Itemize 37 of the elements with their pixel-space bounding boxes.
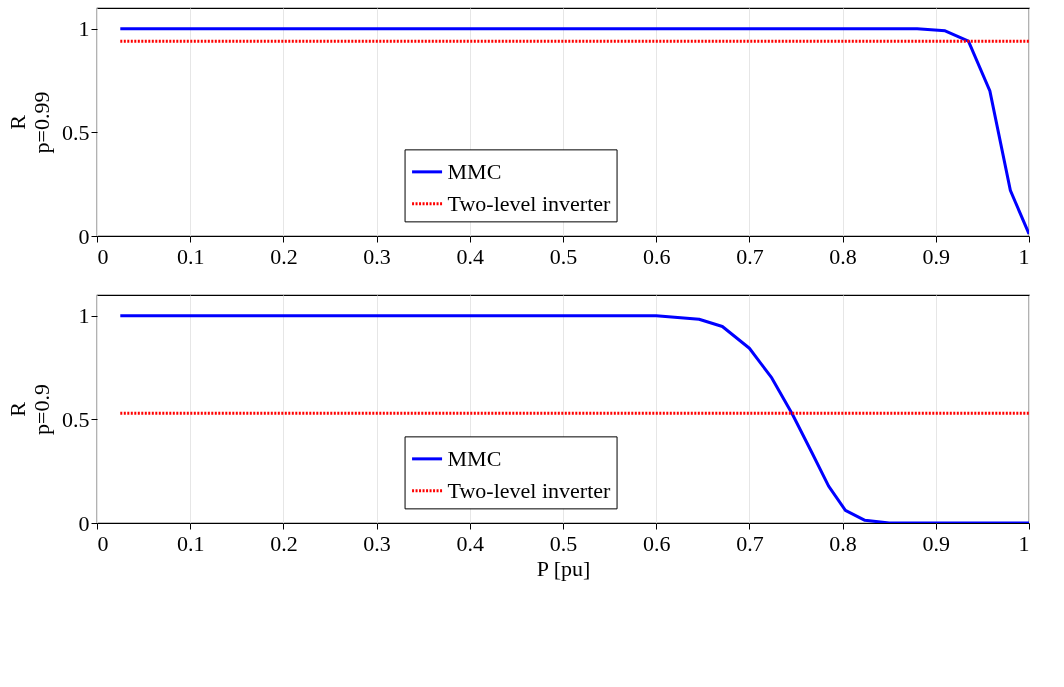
x-axis-title: P [pu] <box>536 555 591 581</box>
legend-label: Two-level inverter <box>447 477 612 503</box>
legend-label: MMC <box>447 158 502 184</box>
x-tick-label: 0.8 <box>829 243 857 269</box>
x-tick-label: 0 <box>97 530 109 556</box>
x-tick-label: 0.9 <box>922 530 951 556</box>
x-tick-label: 0.4 <box>456 243 485 269</box>
x-tick-label: 0.3 <box>363 530 391 556</box>
x-tick-label: 0 <box>97 243 109 269</box>
x-tick-label: 0.3 <box>363 243 391 269</box>
x-tick-label: 0.4 <box>456 530 485 556</box>
y-tick-label: 0 <box>78 223 90 249</box>
x-tick-label: 0.6 <box>642 243 671 269</box>
x-tick-label: 1 <box>1018 243 1030 269</box>
legend-label: MMC <box>447 445 502 471</box>
line-series <box>118 27 1029 236</box>
x-tick-label: 0.5 <box>549 530 578 556</box>
x-tick-label: 0.1 <box>176 243 205 269</box>
x-tick-label: 0.7 <box>736 243 764 269</box>
line-series <box>118 314 1029 523</box>
y-tick-label: 0 <box>78 510 90 536</box>
legend-label: Two-level inverter <box>447 190 612 216</box>
x-tick-label: 0.8 <box>829 530 857 556</box>
y-axis-title: R p=0.99 <box>5 91 54 154</box>
x-tick-label: 0.9 <box>922 243 951 269</box>
y-tick-label: 0.5 <box>62 406 90 432</box>
x-tick-label: 0.6 <box>642 530 671 556</box>
y-tick-label: 0.5 <box>62 119 90 145</box>
y-tick-label: 1 <box>78 16 90 42</box>
x-tick-label: 0.2 <box>270 243 298 269</box>
x-tick-label: 0.5 <box>549 243 578 269</box>
x-tick-label: 1 <box>1018 530 1030 556</box>
x-tick-label: 0.2 <box>270 530 298 556</box>
y-tick-label: 1 <box>78 303 90 329</box>
y-axis-title: R p=0.9 <box>5 384 54 435</box>
x-tick-label: 0.1 <box>176 530 205 556</box>
x-tick-label: 0.7 <box>736 530 764 556</box>
